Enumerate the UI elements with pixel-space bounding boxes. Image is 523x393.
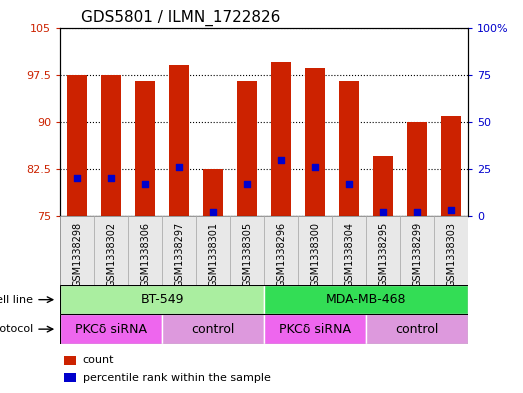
Bar: [60, 314, 162, 344]
Point: [345, 181, 354, 187]
Bar: [60, 216, 94, 285]
Point: [107, 175, 116, 182]
Text: protocol: protocol: [0, 324, 33, 334]
Bar: [135, 81, 155, 216]
Text: GSM1338295: GSM1338295: [378, 222, 388, 287]
Bar: [203, 169, 223, 216]
Point: [379, 209, 388, 215]
Text: control: control: [395, 323, 439, 336]
Text: GSM1338306: GSM1338306: [140, 222, 150, 286]
Point: [243, 181, 252, 187]
Bar: [366, 216, 400, 285]
Text: GSM1338301: GSM1338301: [208, 222, 218, 286]
Bar: [128, 216, 162, 285]
Bar: [60, 285, 264, 314]
Bar: [196, 216, 230, 285]
Bar: [332, 216, 366, 285]
Bar: [407, 122, 427, 216]
Point: [447, 208, 456, 214]
Text: PKCδ siRNA: PKCδ siRNA: [279, 323, 351, 336]
Bar: [264, 314, 366, 344]
Bar: [441, 116, 461, 216]
Text: GSM1338305: GSM1338305: [242, 222, 252, 287]
Text: count: count: [83, 355, 114, 365]
Point: [277, 156, 286, 163]
Text: GSM1338298: GSM1338298: [72, 222, 82, 287]
Text: GSM1338297: GSM1338297: [174, 222, 184, 287]
Text: percentile rank within the sample: percentile rank within the sample: [83, 373, 270, 383]
Point: [73, 175, 82, 182]
Point: [209, 209, 218, 215]
Bar: [101, 75, 121, 216]
Bar: [230, 216, 264, 285]
Bar: [434, 216, 468, 285]
Bar: [94, 216, 128, 285]
Point: [141, 181, 150, 187]
Text: GSM1338303: GSM1338303: [446, 222, 456, 286]
Bar: [366, 314, 468, 344]
Text: GDS5801 / ILMN_1722826: GDS5801 / ILMN_1722826: [81, 10, 280, 26]
Bar: [64, 356, 76, 365]
Text: GSM1338300: GSM1338300: [310, 222, 320, 286]
Bar: [64, 373, 76, 382]
Bar: [264, 285, 468, 314]
Text: PKCδ siRNA: PKCδ siRNA: [75, 323, 147, 336]
Bar: [162, 314, 264, 344]
Text: MDA-MB-468: MDA-MB-468: [326, 293, 406, 306]
Bar: [298, 216, 332, 285]
Text: GSM1338302: GSM1338302: [106, 222, 116, 287]
Point: [413, 209, 422, 215]
Point: [311, 164, 320, 170]
Bar: [67, 75, 87, 216]
Text: cell line: cell line: [0, 295, 33, 305]
Text: GSM1338296: GSM1338296: [276, 222, 286, 287]
Bar: [339, 81, 359, 216]
Bar: [264, 216, 298, 285]
Bar: [305, 68, 325, 216]
Bar: [162, 216, 196, 285]
Bar: [169, 65, 189, 216]
Text: GSM1338299: GSM1338299: [412, 222, 422, 287]
Text: BT-549: BT-549: [140, 293, 184, 306]
Point: [175, 164, 184, 170]
Bar: [400, 216, 434, 285]
Text: GSM1338304: GSM1338304: [344, 222, 354, 286]
Bar: [237, 81, 257, 216]
Text: control: control: [191, 323, 235, 336]
Bar: [373, 156, 393, 216]
Bar: [271, 62, 291, 216]
